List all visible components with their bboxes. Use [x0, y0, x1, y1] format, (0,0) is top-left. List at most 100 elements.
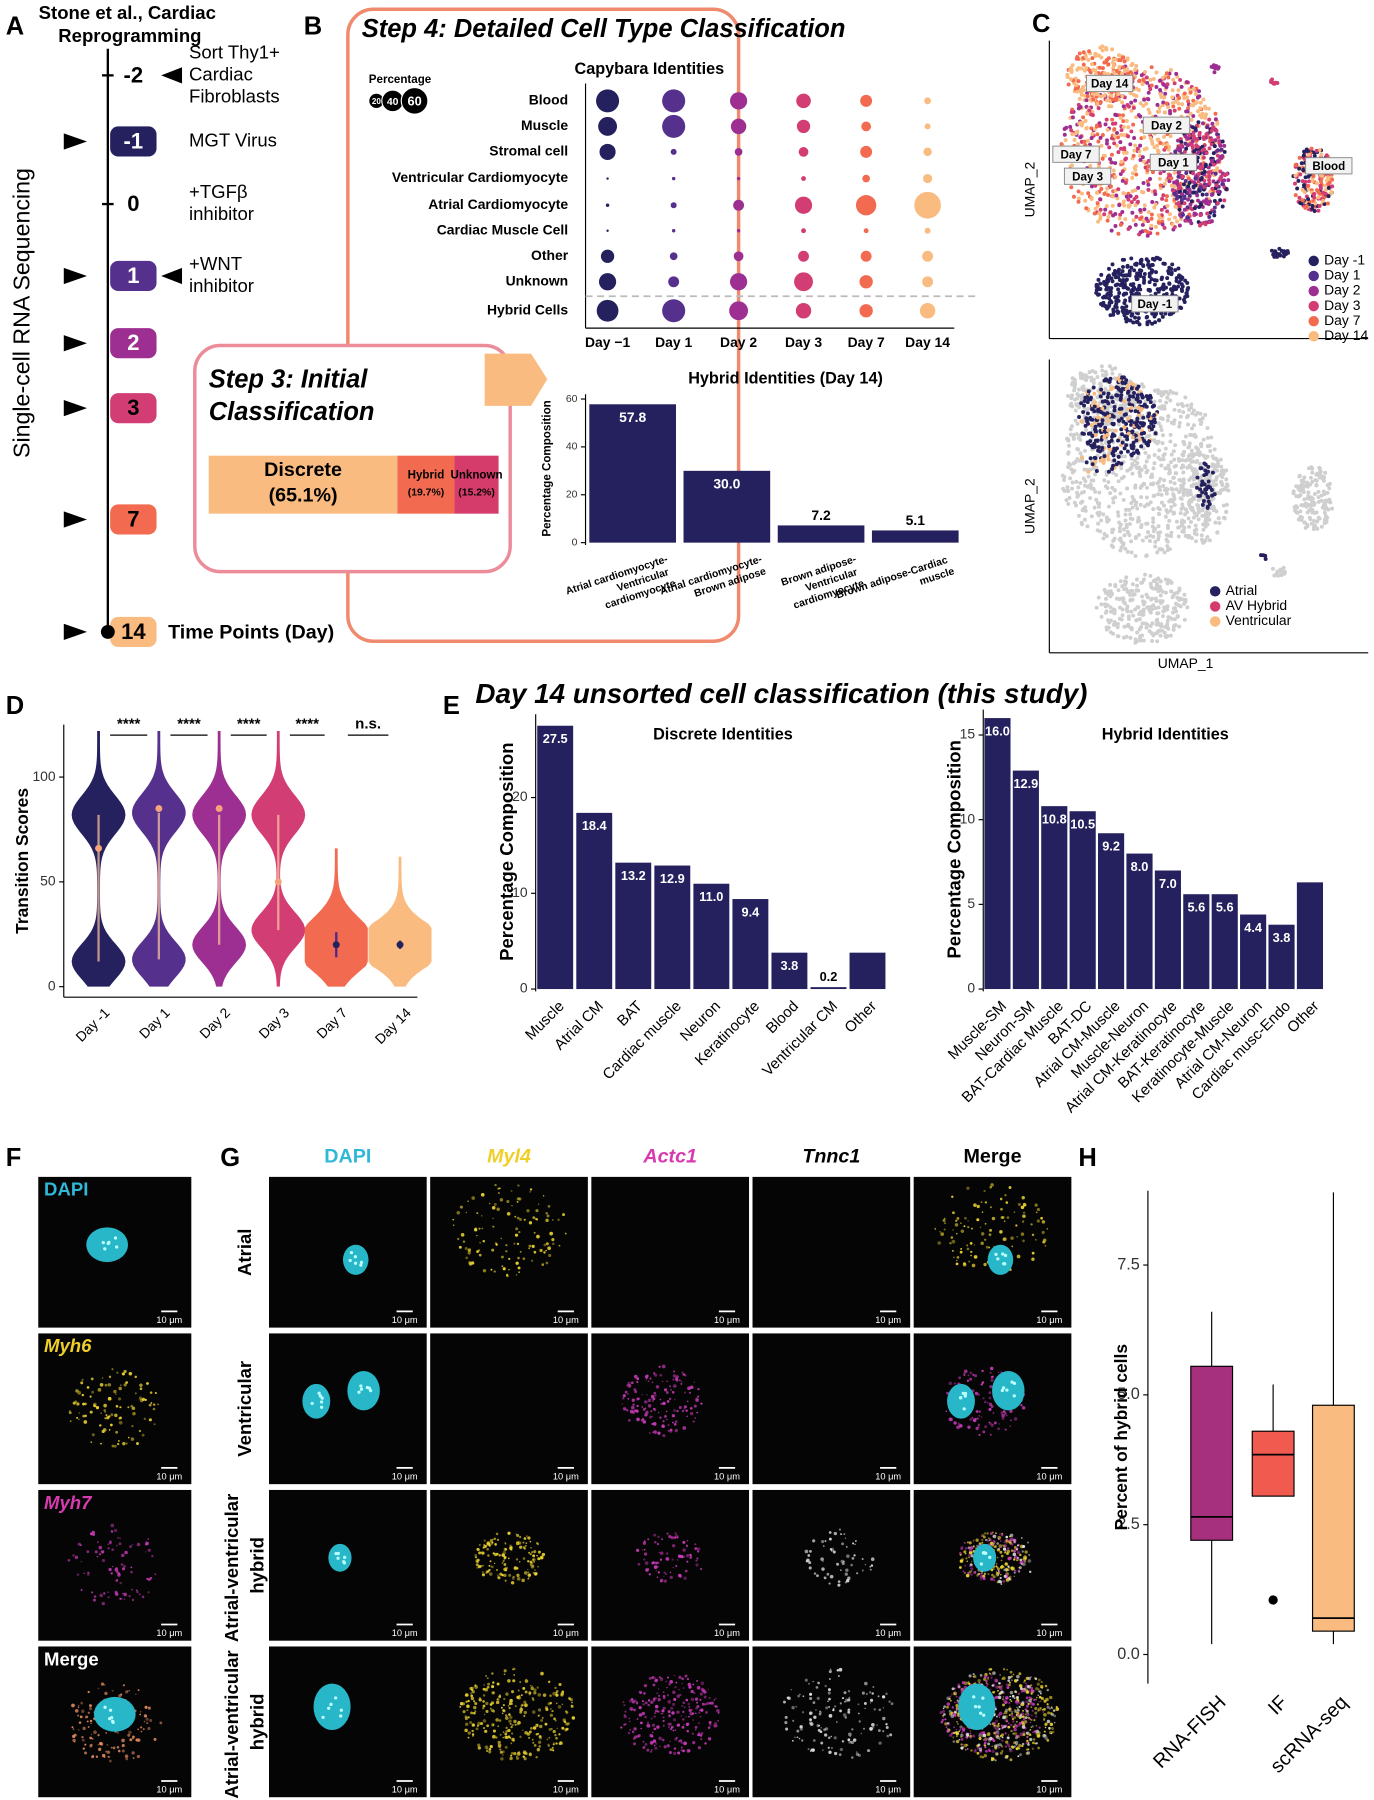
signal-speck — [110, 1423, 113, 1427]
umap-point — [1157, 448, 1162, 453]
umap-point — [1121, 474, 1126, 479]
umap-point — [1176, 101, 1181, 106]
umap-point — [1330, 184, 1335, 189]
signal-speck — [647, 1398, 652, 1403]
umap-point — [1086, 191, 1091, 196]
umap-point — [1198, 100, 1203, 105]
umap-point — [1129, 129, 1134, 134]
signal-speck — [114, 1567, 119, 1572]
umap-point — [1214, 183, 1219, 188]
umap-point — [1152, 420, 1157, 425]
umap-point — [1102, 454, 1107, 459]
umap-point — [1306, 183, 1311, 188]
umap-point — [1181, 404, 1185, 408]
umap-point — [1205, 211, 1210, 216]
nucleus — [987, 1244, 1014, 1275]
umap-point — [1175, 179, 1180, 184]
signal-speck — [114, 1592, 119, 1596]
umap-point — [1129, 256, 1134, 261]
umap-point — [1119, 539, 1124, 544]
umap-point — [1325, 515, 1330, 520]
dot — [596, 89, 620, 113]
signal-speck — [471, 1196, 475, 1200]
umap-point — [1175, 614, 1180, 618]
umap-point — [1185, 143, 1190, 148]
umap-point — [1103, 604, 1108, 609]
umap-point — [1140, 222, 1145, 227]
umap-point — [1158, 92, 1163, 97]
signal-speck — [681, 1409, 685, 1413]
umap-point — [1323, 470, 1328, 475]
text-line: Reprogramming — [58, 25, 201, 46]
umap-point — [1099, 602, 1104, 607]
umap-point — [1208, 199, 1213, 204]
nucleus-spot — [348, 1258, 352, 1263]
channel-label: Myh7 — [44, 1492, 93, 1513]
umap-point — [1172, 481, 1177, 486]
significance-label: **** — [296, 716, 320, 733]
umap-point — [1133, 164, 1138, 169]
channel-header: Myl4 — [487, 1145, 531, 1167]
signal-speck — [86, 1550, 90, 1554]
umap-point — [1086, 484, 1091, 489]
umap-point — [1204, 132, 1209, 137]
umap-point — [1120, 613, 1125, 618]
umap-point — [1165, 622, 1170, 627]
umap-point — [1202, 147, 1207, 152]
signal-speck — [955, 1262, 959, 1266]
umap-point — [1088, 431, 1093, 436]
umap-point — [1207, 117, 1212, 122]
umap-point — [1125, 56, 1130, 61]
umap-point — [1118, 605, 1122, 610]
signal-speck — [89, 1719, 93, 1723]
signal-speck — [686, 1415, 688, 1418]
y-tick-label: 60 — [566, 394, 578, 405]
signal-speck — [1044, 1244, 1047, 1247]
signal-speck — [516, 1216, 520, 1220]
signal-speck — [98, 1748, 101, 1752]
umap-point — [1097, 211, 1102, 216]
umap-point — [1122, 150, 1126, 155]
umap-point — [1207, 538, 1212, 543]
signal-speck — [144, 1705, 148, 1709]
umap-point — [1151, 534, 1156, 539]
umap-point — [1159, 492, 1164, 497]
umap-point — [1109, 160, 1114, 165]
umap-point — [1317, 204, 1322, 208]
umap-point — [1166, 105, 1171, 110]
umap-point — [1084, 428, 1089, 432]
umap-point — [1169, 452, 1174, 457]
signal-speck — [633, 1374, 638, 1379]
signal-speck — [121, 1553, 125, 1558]
signal-speck — [937, 1241, 941, 1245]
umap-point — [1150, 268, 1155, 273]
step4-title: Step 4: Detailed Cell Type Classificatio… — [362, 15, 846, 43]
umap-point — [1189, 448, 1194, 453]
umap-point — [1126, 227, 1131, 231]
umap-point — [1163, 514, 1168, 519]
umap-point — [1198, 466, 1203, 471]
channel-header: Tnnc1 — [802, 1145, 860, 1167]
signal-speck — [136, 1442, 139, 1445]
umap-point — [1104, 117, 1109, 122]
signal-speck — [626, 1409, 629, 1412]
umap-point — [1168, 68, 1173, 72]
umap-point — [1302, 520, 1307, 525]
signal-speck — [109, 1540, 112, 1544]
signal-speck — [514, 1233, 519, 1237]
umap-point — [1119, 128, 1124, 133]
signal-speck — [452, 1224, 455, 1227]
signal-speck — [634, 1390, 638, 1394]
umap-point — [1079, 395, 1084, 400]
umap-point — [1161, 282, 1166, 287]
signal-speck — [970, 1250, 973, 1254]
signal-speck — [1016, 1235, 1019, 1238]
umap-point — [1124, 507, 1129, 512]
signal-speck — [659, 1416, 662, 1419]
umap-point — [1095, 374, 1100, 379]
signal-speck — [474, 1227, 477, 1230]
umap-point — [1321, 478, 1326, 483]
umap-point — [1101, 536, 1106, 541]
umap-point — [1183, 533, 1188, 538]
umap-point — [1120, 381, 1125, 385]
